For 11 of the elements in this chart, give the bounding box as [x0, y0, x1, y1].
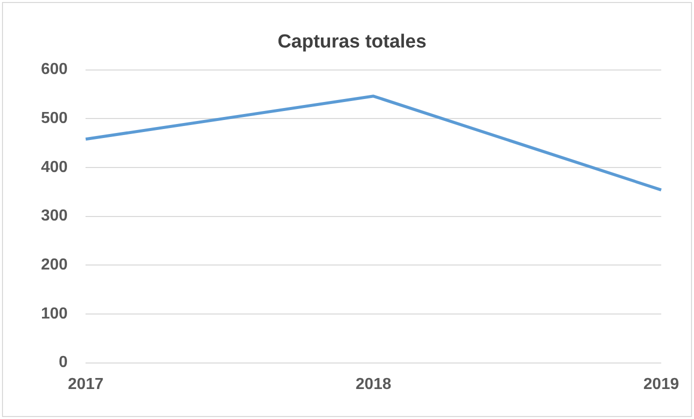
x-tick-label: 2017 [68, 376, 104, 393]
y-tick-label: 0 [58, 354, 68, 372]
y-tick-label: 500 [40, 110, 68, 128]
y-tick-label: 100 [40, 305, 68, 322]
y-tick-label: 300 [40, 208, 68, 225]
y-tick-label: 400 [40, 158, 68, 176]
chart-title: Capturas totales [278, 32, 426, 53]
y-tick-label: 600 [40, 61, 68, 78]
x-tick-label: 2019 [643, 376, 680, 393]
x-tick-label: 2018 [356, 376, 392, 393]
y-tick-label: 200 [40, 256, 68, 274]
